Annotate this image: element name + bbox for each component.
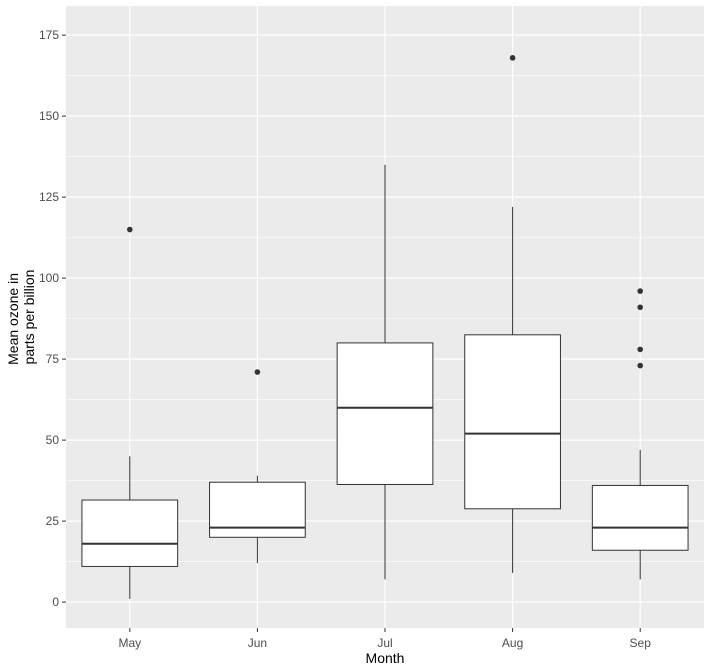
y-axis: 0 25 50 75 100 125 150 175 bbox=[39, 28, 66, 609]
outlier-point bbox=[509, 55, 516, 61]
outlier-point bbox=[637, 288, 643, 294]
box-iqr bbox=[336, 342, 434, 485]
y-tick-label: 175 bbox=[39, 28, 59, 42]
y-tick-label: 50 bbox=[46, 433, 60, 447]
y-axis-title-line-2: parts per billion bbox=[21, 270, 37, 365]
x-tick-label: Jun bbox=[248, 636, 267, 650]
x-tick-label: Aug bbox=[502, 636, 523, 650]
outlier-point bbox=[637, 346, 643, 353]
box-jul bbox=[336, 164, 434, 580]
box-iqr bbox=[464, 334, 561, 510]
box-sep bbox=[591, 288, 689, 580]
y-tick-label: 125 bbox=[39, 190, 59, 204]
y-tick-label: 100 bbox=[39, 271, 59, 285]
y-tick-label: 0 bbox=[52, 595, 59, 609]
y-tick-label: 150 bbox=[39, 109, 59, 123]
outlier-point bbox=[254, 369, 261, 375]
x-tick-label: Sep bbox=[630, 636, 652, 650]
x-tick-label: May bbox=[118, 636, 141, 650]
y-axis-title: Mean ozone in parts per billion bbox=[5, 269, 37, 365]
y-tick-label: 75 bbox=[46, 352, 60, 366]
y-tick-label: 25 bbox=[46, 514, 60, 528]
y-axis-title-line-1: Mean ozone in bbox=[5, 273, 21, 365]
outlier-point bbox=[637, 304, 643, 311]
box-iqr bbox=[591, 484, 689, 551]
outlier-point bbox=[637, 362, 643, 369]
box-may bbox=[81, 226, 179, 599]
box-aug bbox=[464, 55, 561, 573]
x-tick-label: Jul bbox=[377, 636, 392, 650]
x-axis-title: Month bbox=[366, 650, 405, 666]
boxes bbox=[81, 55, 689, 599]
outlier-point bbox=[127, 226, 133, 233]
box-jun bbox=[209, 369, 306, 564]
x-axis: May Jun Jul Aug Sep bbox=[118, 628, 651, 650]
box-iqr bbox=[81, 499, 179, 567]
box-iqr bbox=[209, 481, 306, 538]
